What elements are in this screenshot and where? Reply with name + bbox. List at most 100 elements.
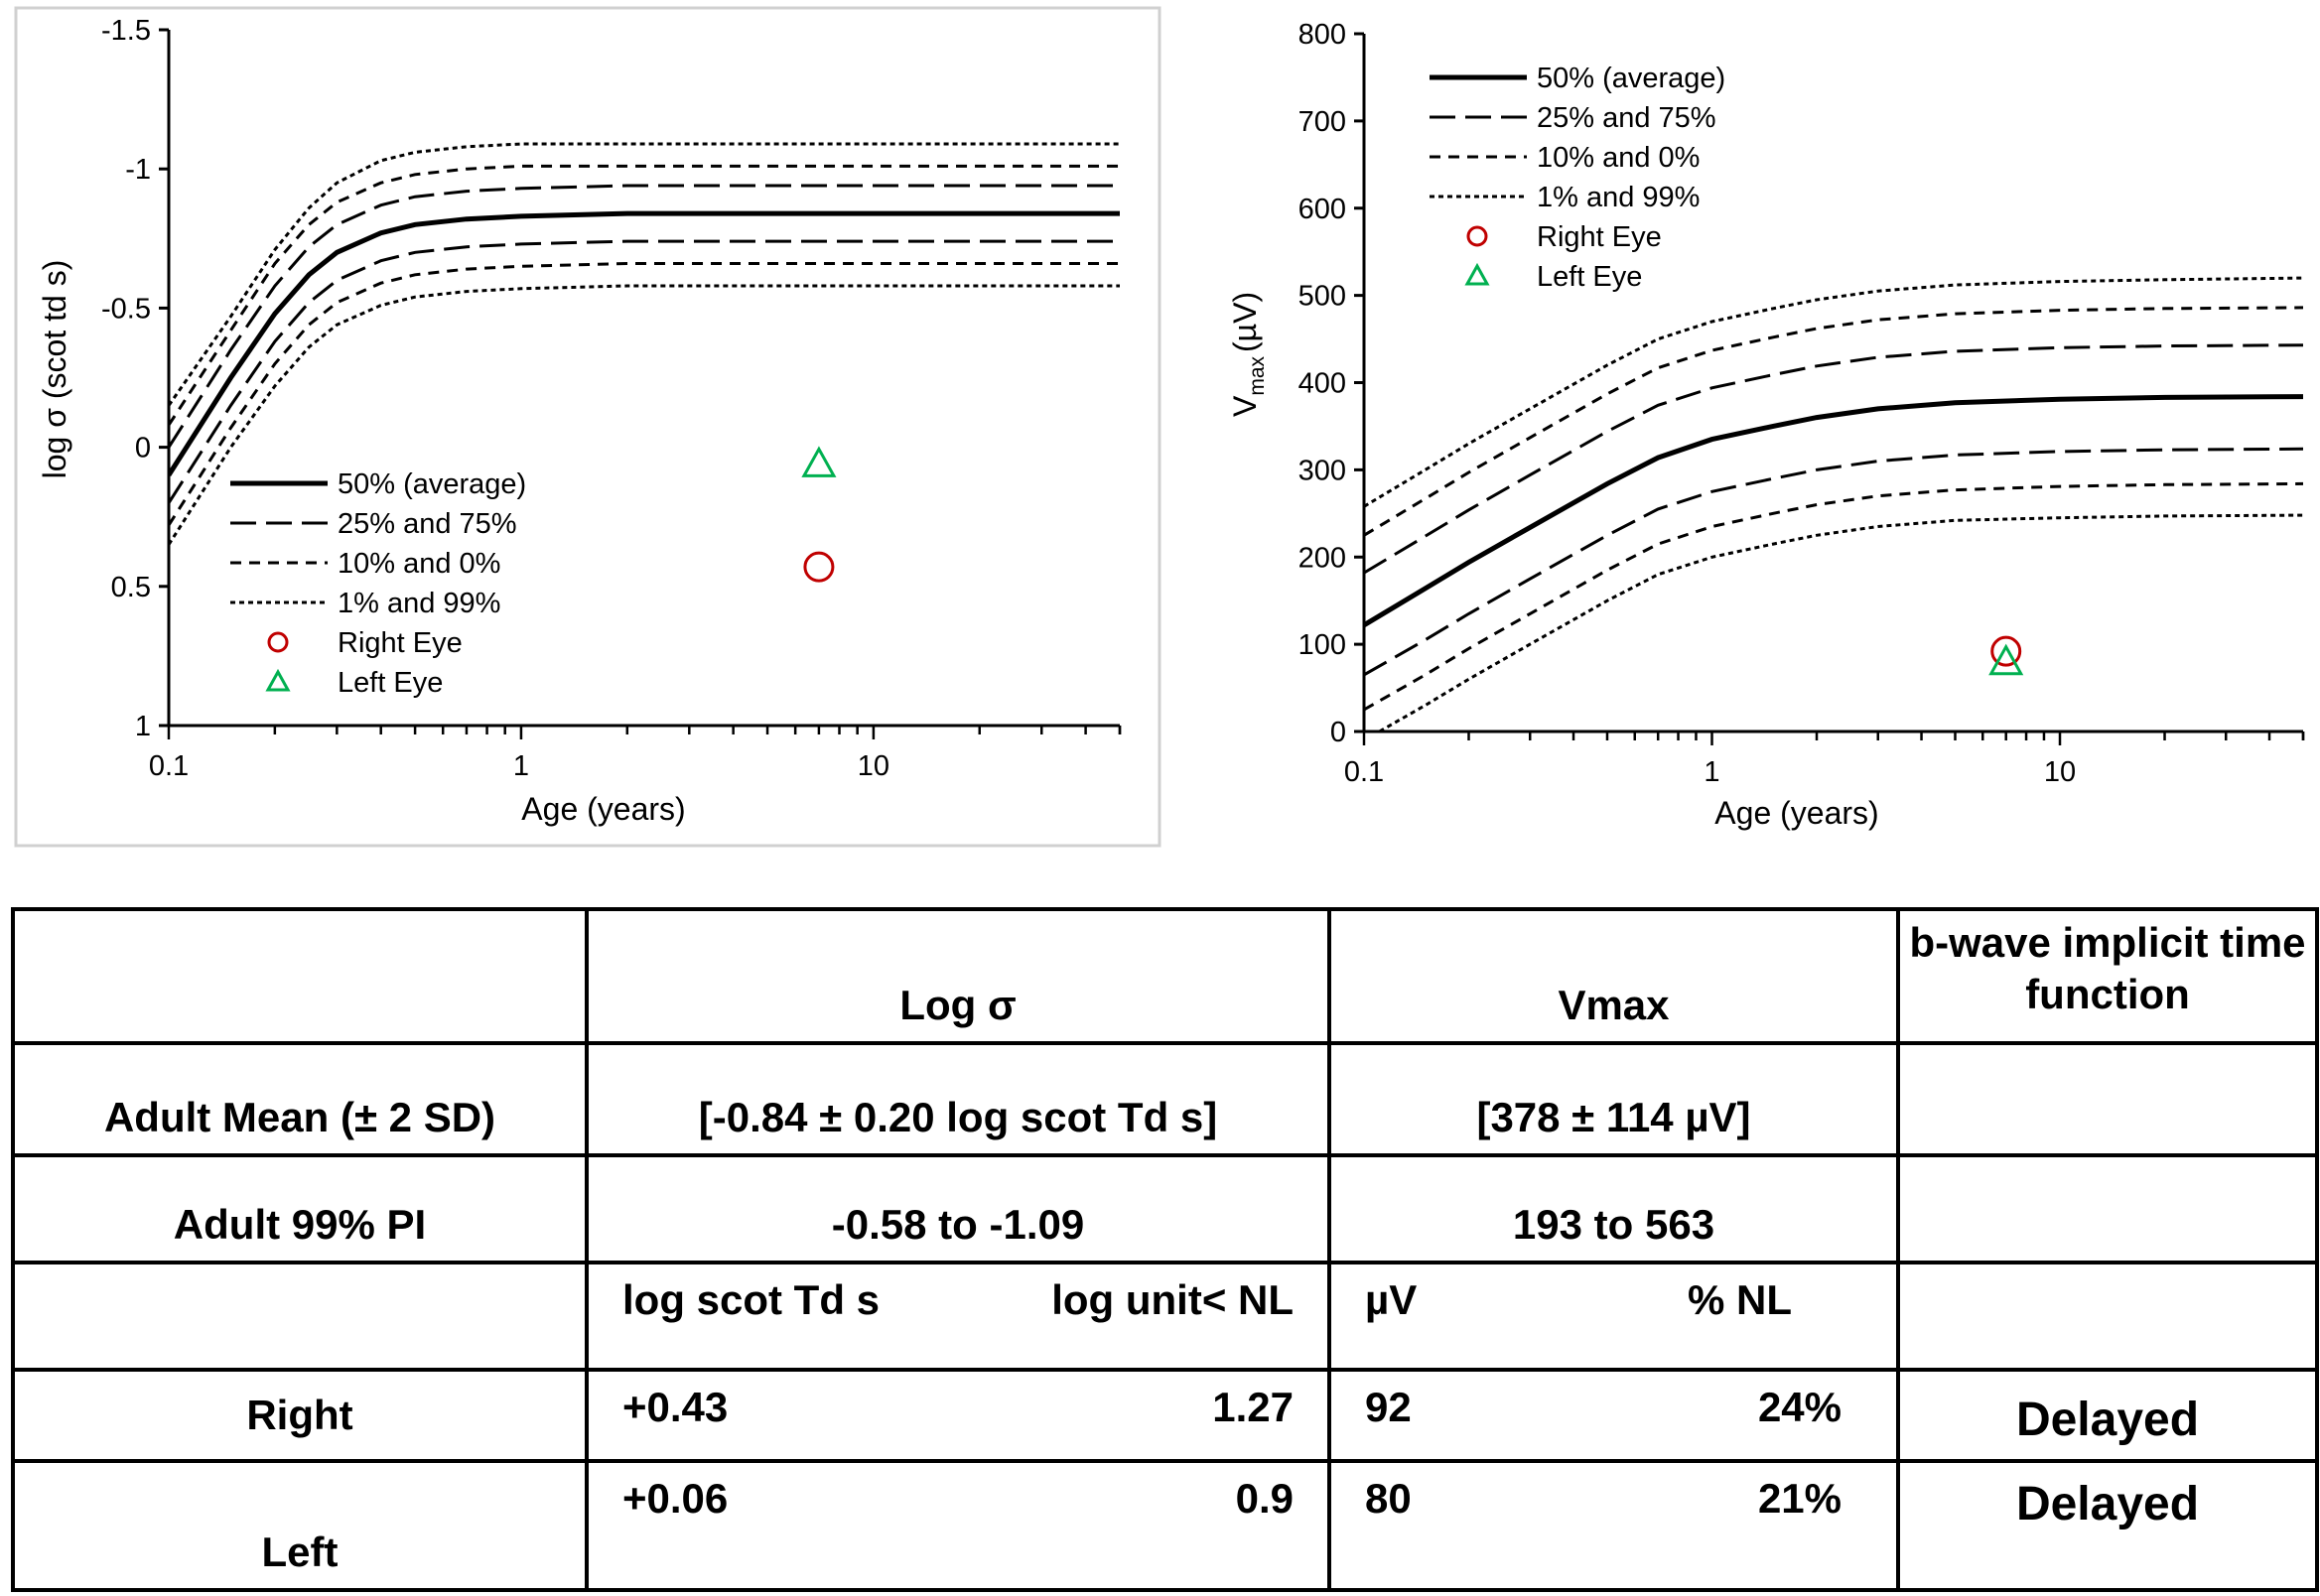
right-vmax-percent: 24% — [1757, 1384, 1842, 1430]
header-row: Log σ Vmax b-wave implicit time function — [11, 907, 2319, 1045]
right-log-value: +0.43 — [622, 1384, 729, 1430]
legend-label: 1% and 99% — [1537, 182, 1700, 213]
legend-entry: 50% (average) — [230, 468, 526, 500]
series-line-5 — [1364, 481, 2303, 712]
legend-label: Right Eye — [338, 627, 463, 659]
legend-triangle-marker — [1464, 262, 1490, 286]
legend-label: 25% and 75% — [1537, 102, 1716, 134]
series-line-1 — [1364, 306, 2303, 537]
left-vmax-percent: 21% — [1757, 1475, 1842, 1522]
units-log-cell: log scot Td s log unit< NL — [585, 1261, 1331, 1372]
y-tick-label: 0.5 — [111, 572, 151, 603]
legend-label: Left Eye — [1537, 261, 1642, 293]
x-tick-label: 0.1 — [149, 750, 189, 782]
legend-label: Right Eye — [1537, 221, 1662, 253]
y-tick-label: 400 — [1298, 368, 1346, 400]
legend-label: 25% and 75% — [338, 508, 517, 540]
legend-label: 10% and 0% — [1537, 142, 1700, 174]
y-tick-label: 500 — [1298, 281, 1346, 313]
legend-entry: Right Eye — [267, 627, 463, 659]
right-label: Right — [11, 1368, 589, 1463]
series-line-3 — [1364, 394, 2303, 627]
left-vmax-value: 80 — [1365, 1475, 1412, 1522]
svg-text:Vmax(µV): Vmax (µV) — [1227, 292, 1269, 417]
y-tick-label: -0.5 — [101, 293, 151, 325]
x-axis-title: Age (years) — [521, 791, 685, 827]
adult-pi-bwave — [1896, 1153, 2319, 1264]
x-axis-title: Age (years) — [1714, 795, 1878, 831]
legend-entry: Left Eye — [265, 667, 443, 699]
series-line-0 — [169, 142, 1120, 407]
legend-entry: 1% and 99% — [1430, 182, 1700, 213]
legend-entry: 50% (average) — [1430, 63, 1725, 94]
chart-frame — [14, 6, 1161, 848]
y-tick-label: -1 — [125, 154, 151, 186]
legend-entry: 25% and 75% — [1430, 102, 1716, 134]
legend-entry: Right Eye — [1466, 221, 1662, 253]
legend-entry: 1% and 99% — [230, 588, 500, 619]
y-tick-label: 300 — [1298, 455, 1346, 486]
legend-label: 50% (average) — [338, 468, 526, 500]
units-row: log scot Td s log unit< NL µV % NL — [11, 1261, 2319, 1372]
right-bwave: Delayed — [1896, 1368, 2319, 1463]
header-log-sigma: Log σ — [585, 907, 1331, 1045]
units-percent-nl: % NL — [1688, 1276, 1792, 1323]
right-vmax-value: 92 — [1365, 1384, 1412, 1430]
adult-mean-vmax: [378 ± 114 µV] — [1327, 1041, 1900, 1157]
right-vmax-cell: 92 24% — [1327, 1368, 1900, 1463]
x-tick-label: 1 — [513, 750, 529, 782]
y-axis-title: Vmax (µV) — [1227, 292, 1269, 417]
left-log-cell: +0.06 0.9 — [585, 1459, 1331, 1592]
units-log-unit: log unit< NL — [1051, 1276, 1294, 1323]
right-log-below-nl: 1.27 — [1212, 1384, 1294, 1430]
units-microvolt: µV — [1365, 1276, 1418, 1323]
adult-pi-row: Adult 99% PI -0.58 to -1.09 193 to 563 — [11, 1153, 2319, 1264]
units-vmax-cell: µV % NL — [1327, 1261, 1900, 1372]
header-bwave: b-wave implicit time function — [1896, 907, 2319, 1045]
x-tick-label: 10 — [858, 750, 889, 782]
y-axis-title-main: V — [1227, 395, 1263, 417]
results-table: Log σ Vmax b-wave implicit time function… — [11, 907, 2319, 1592]
series-line-3 — [169, 210, 1120, 476]
adult-pi-label: Adult 99% PI — [11, 1153, 589, 1264]
legend-circle-marker — [1466, 225, 1488, 247]
series-line-4 — [169, 239, 1120, 504]
right-row: Right +0.43 1.27 92 24% Delayed — [11, 1368, 2319, 1463]
series-line-2 — [1364, 343, 2303, 575]
adult-mean-row: Adult Mean (± 2 SD) [-0.84 ± 0.20 log sc… — [11, 1041, 2319, 1157]
legend-label: 10% and 0% — [338, 548, 500, 580]
left-vmax-cell: 80 21% — [1327, 1459, 1900, 1592]
vmax-chart: 0 100 200 300 400 500 600 700 800 0.1 1 10 50% (ave… — [1227, 19, 2305, 831]
legend-circle-marker — [267, 631, 289, 653]
y-axis-title: log σ (scot td s) — [37, 260, 72, 479]
y-tick-label: 0 — [135, 433, 151, 465]
left-row: Left +0.06 0.9 80 21% Delayed — [11, 1459, 2319, 1592]
left-label: Left — [11, 1459, 589, 1592]
y-axis-title-sub: max — [1246, 355, 1269, 395]
legend-entry: 25% and 75% — [230, 508, 517, 540]
adult-mean-bwave — [1896, 1041, 2319, 1157]
y-tick-label: 0 — [1330, 717, 1346, 748]
y-tick-label: 1 — [135, 711, 151, 742]
units-log-scot: log scot Td s — [622, 1276, 881, 1323]
legend-entry: Left Eye — [1464, 261, 1642, 293]
y-tick-label: 100 — [1298, 629, 1346, 661]
units-bwave — [1896, 1261, 2319, 1372]
adult-mean-label: Adult Mean (± 2 SD) — [11, 1041, 589, 1157]
x-tick-label: 10 — [2044, 756, 2076, 788]
left-log-below-nl: 0.9 — [1235, 1475, 1294, 1522]
right-eye-point — [1990, 635, 2022, 667]
right-eye-point — [803, 551, 835, 583]
x-tick-label: 0.1 — [1344, 756, 1384, 788]
y-tick-label: 600 — [1298, 194, 1346, 225]
left-log-value: +0.06 — [622, 1475, 729, 1522]
series-line-6 — [169, 284, 1120, 546]
y-tick-label: -1.5 — [101, 15, 151, 47]
series-line-2 — [169, 184, 1120, 449]
left-bwave: Delayed — [1896, 1459, 2319, 1592]
legend-label: Left Eye — [338, 667, 443, 699]
y-axis-title-unit: (µV) — [1227, 292, 1263, 352]
legend-label: 1% and 99% — [338, 588, 500, 619]
y-tick-label: 700 — [1298, 106, 1346, 138]
header-vmax: Vmax — [1327, 907, 1900, 1045]
